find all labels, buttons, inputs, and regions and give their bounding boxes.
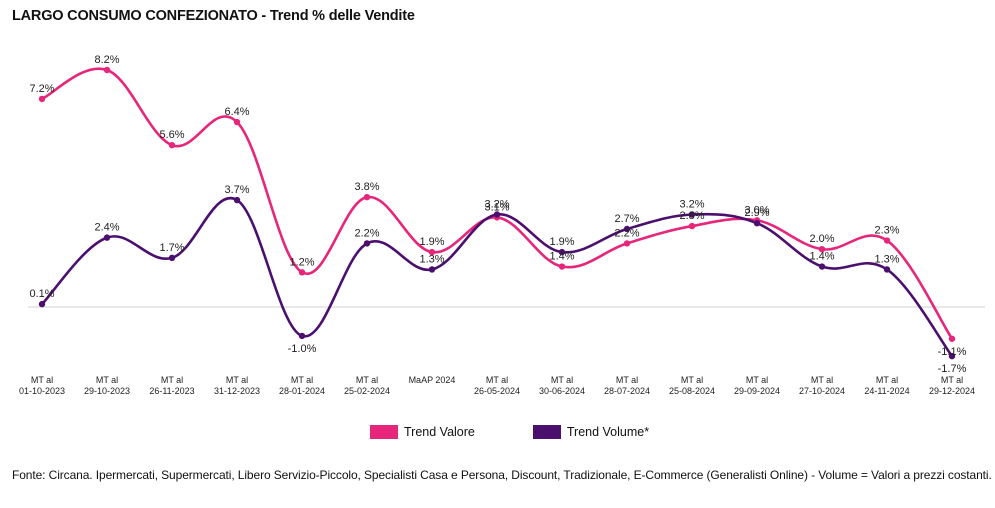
data-point-valore [623, 240, 631, 247]
data-label-volume: 1.4% [809, 251, 834, 263]
data-label-valore: 3.8% [354, 181, 379, 193]
data-label-valore: 1.9% [419, 236, 444, 248]
data-point-valore [103, 66, 111, 74]
data-point-volume [298, 332, 306, 340]
data-point-valore [948, 335, 956, 342]
x-tick-label: MT al 25-08-2024 [669, 375, 715, 396]
source-note: Fonte: Circana. Ipermercati, Supermercat… [12, 468, 992, 482]
x-tick-label: MT al 28-07-2024 [604, 375, 650, 396]
data-label-volume: 2.9% [744, 207, 769, 219]
data-label-valore: 3.1% [484, 201, 509, 213]
legend-label-volume: Trend Volume* [566, 425, 650, 439]
x-tick-label: MT al 26-11-2023 [149, 375, 194, 396]
data-point-volume [493, 211, 501, 218]
legend-item-volume: Trend Volume* [532, 425, 650, 439]
data-point-valore [883, 237, 891, 244]
x-tick-label: MT al 30-06-2024 [539, 375, 585, 396]
series-group: 7.2% 8.2% 5.6% 6.4% 1.2% 3.8% 1.9% 3.1% 1.4% 2.2%… [29, 54, 966, 375]
data-label-volume: 2.4% [94, 222, 119, 234]
data-point-volume [428, 266, 436, 273]
data-point-volume [623, 225, 631, 233]
data-label-volume: 3.7% [224, 184, 249, 196]
legend-swatch-valore [370, 425, 398, 439]
data-label-volume: 3.2% [679, 199, 704, 211]
data-point-volume [103, 234, 111, 241]
x-axis-tick-labels: MT al 01-10-2023 MT al 29-10-2023 MT al 26-11… [19, 375, 975, 396]
data-label-volume: -1.0% [288, 343, 317, 355]
data-label-volume: 1.3% [419, 253, 444, 265]
data-label-valore: 2.8% [679, 210, 704, 222]
data-point-volume [558, 248, 566, 256]
data-point-valore [363, 193, 371, 201]
line-chart: MT al 01-10-2023 MT al 29-10-2023 MT al 26-11… [19, 54, 985, 396]
x-tick-label: MT al 28-01-2024 [279, 375, 325, 396]
x-tick-label: MT al 24-11-2024 [864, 375, 909, 396]
data-point-valore [558, 263, 566, 270]
data-label-valore: 2.0% [809, 233, 834, 245]
data-point-valore [233, 118, 241, 126]
data-point-valore [298, 269, 306, 276]
data-label-volume: 3.2% [484, 199, 509, 211]
series-line-volume [41, 196, 954, 357]
data-label-volume: -1.7% [938, 363, 967, 375]
data-point-volume [948, 352, 956, 360]
legend-item-valore: Trend Valore [370, 425, 475, 439]
x-tick-label: MaAP 2024 [409, 375, 456, 385]
x-tick-label: MT al 29-12-2024 [929, 375, 975, 396]
data-point-volume [38, 300, 46, 308]
data-label-valore: 2.3% [874, 225, 899, 237]
data-label-valore: 3.0% [744, 204, 769, 216]
data-point-valore [818, 245, 826, 253]
x-tick-label: MT al 29-09-2024 [734, 375, 780, 396]
legend-label-valore: Trend Valore [404, 425, 475, 439]
chart-title: LARGO CONSUMO CONFEZIONATO - Trend % del… [12, 8, 415, 24]
x-tick-label: MT al 25-02-2024 [344, 375, 390, 396]
data-point-volume [688, 211, 696, 218]
legend: Trend Valore Trend Volume* [370, 425, 649, 439]
data-label-volume: 0.1% [29, 288, 54, 300]
x-tick-label: MT al 29-10-2023 [84, 375, 130, 396]
data-label-valore: -1.1% [938, 346, 967, 358]
series-line-valore [41, 67, 954, 340]
data-label-valore: 2.2% [614, 227, 639, 239]
data-label-valore: 6.4% [224, 106, 249, 118]
data-label-volume: 1.3% [874, 253, 899, 265]
data-label-valore: 1.2% [289, 256, 314, 268]
data-point-volume [753, 219, 761, 227]
data-point-volume [883, 266, 891, 273]
legend-swatch-volume [532, 425, 561, 439]
data-point-valore [38, 95, 46, 103]
data-point-valore [688, 222, 696, 230]
data-point-valore [168, 141, 176, 149]
x-tick-label: MT al 26-05-2024 [474, 375, 520, 396]
data-label-valore: 1.4% [549, 251, 574, 263]
data-label-volume: 1.9% [549, 236, 574, 248]
data-label-volume: 2.7% [614, 213, 639, 225]
data-point-volume [168, 254, 176, 262]
data-point-valore [428, 248, 436, 256]
data-point-volume [233, 196, 241, 204]
x-tick-label: MT al 01-10-2023 [19, 375, 65, 396]
data-label-volume: 2.2% [354, 227, 379, 239]
data-point-volume [363, 240, 371, 247]
data-label-valore: 8.2% [94, 54, 119, 66]
x-tick-label: MT al 27-10-2024 [799, 375, 845, 396]
data-point-volume [818, 263, 826, 270]
data-label-valore: 5.6% [159, 129, 184, 141]
data-label-volume: 1.7% [159, 242, 184, 254]
x-tick-label: MT al 31-12-2023 [214, 375, 260, 396]
data-label-valore: 7.2% [29, 83, 54, 95]
